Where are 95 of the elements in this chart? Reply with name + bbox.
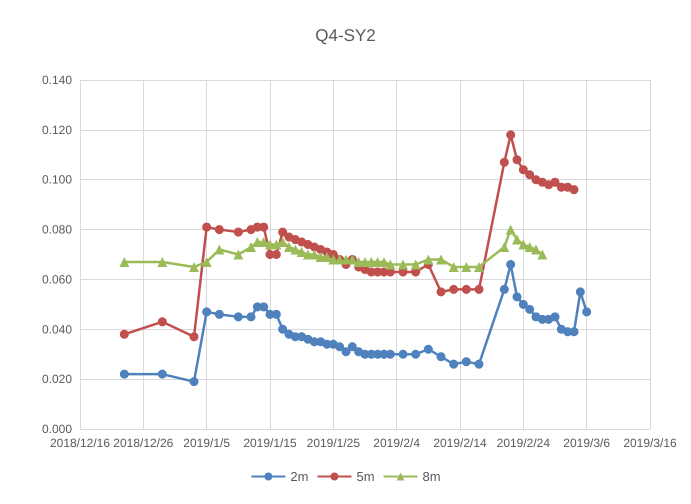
point bbox=[524, 242, 535, 252]
point bbox=[322, 252, 332, 262]
point bbox=[499, 242, 510, 252]
point bbox=[120, 370, 129, 379]
point bbox=[506, 260, 516, 269]
point bbox=[335, 342, 344, 352]
x-tick-label: 2019/3/16 bbox=[623, 436, 678, 450]
point bbox=[214, 225, 224, 234]
legend-label: 8m bbox=[422, 469, 441, 484]
point bbox=[500, 284, 509, 294]
point bbox=[512, 292, 522, 302]
point bbox=[278, 237, 288, 248]
point bbox=[461, 262, 472, 272]
point bbox=[348, 342, 357, 352]
point bbox=[233, 250, 244, 260]
point bbox=[550, 312, 560, 322]
point bbox=[119, 256, 130, 267]
y-tick-label: 0.080 bbox=[42, 222, 72, 237]
point bbox=[190, 332, 198, 342]
point bbox=[462, 357, 471, 366]
point bbox=[398, 350, 408, 359]
chart-title: Q4-SY2 bbox=[315, 26, 376, 45]
point bbox=[570, 327, 578, 336]
point bbox=[576, 287, 585, 296]
x-tick-label: 2018/12/26 bbox=[113, 436, 174, 450]
point bbox=[436, 352, 446, 362]
point bbox=[512, 155, 522, 164]
y-tick-label: 0.060 bbox=[42, 272, 72, 286]
legend-label: 5m bbox=[356, 469, 375, 484]
point bbox=[158, 370, 167, 379]
legend-label: 2m bbox=[290, 469, 308, 484]
point bbox=[246, 242, 256, 252]
point bbox=[537, 250, 548, 260]
point bbox=[234, 312, 243, 322]
x-tick-label: 2019/3/6 bbox=[563, 436, 610, 450]
point bbox=[506, 130, 516, 140]
point bbox=[202, 307, 212, 316]
point bbox=[512, 234, 522, 245]
point bbox=[385, 259, 396, 270]
point bbox=[474, 360, 484, 369]
point bbox=[500, 158, 509, 167]
point bbox=[570, 185, 578, 194]
point bbox=[202, 256, 212, 267]
point bbox=[214, 244, 224, 255]
point bbox=[518, 300, 528, 309]
point bbox=[278, 324, 288, 334]
point bbox=[278, 228, 288, 237]
point bbox=[449, 360, 458, 369]
point bbox=[202, 222, 212, 232]
point bbox=[342, 347, 350, 356]
point bbox=[436, 254, 446, 264]
y-tick-label: 0.120 bbox=[42, 122, 72, 137]
point bbox=[550, 178, 560, 187]
point bbox=[474, 284, 484, 294]
point bbox=[410, 259, 421, 270]
point bbox=[525, 170, 534, 180]
point bbox=[246, 312, 256, 322]
y-tick-label: 0.000 bbox=[42, 422, 72, 436]
point bbox=[284, 242, 294, 252]
x-tick-label: 2019/2/4 bbox=[373, 436, 420, 450]
point bbox=[474, 262, 484, 272]
point bbox=[462, 284, 471, 294]
x-tick-label: 2019/1/5 bbox=[183, 436, 230, 450]
x-tick-label: 2019/2/14 bbox=[433, 436, 488, 450]
point bbox=[234, 228, 243, 237]
point bbox=[411, 350, 420, 359]
point bbox=[531, 244, 541, 255]
point bbox=[398, 259, 408, 270]
x-tick-label: 2019/2/24 bbox=[496, 436, 550, 450]
point bbox=[158, 317, 167, 326]
point bbox=[157, 256, 168, 267]
y-tick-label: 0.040 bbox=[42, 322, 72, 336]
point bbox=[506, 224, 516, 235]
point bbox=[296, 247, 307, 258]
point bbox=[424, 344, 433, 354]
point bbox=[290, 244, 300, 255]
point bbox=[423, 254, 434, 264]
point bbox=[582, 307, 592, 316]
point bbox=[120, 330, 129, 339]
point bbox=[436, 287, 446, 296]
point bbox=[190, 377, 198, 386]
x-tick-label: 2019/1/25 bbox=[306, 436, 360, 450]
point bbox=[214, 310, 224, 319]
y-tick-label: 0.020 bbox=[42, 372, 72, 386]
point bbox=[448, 262, 459, 272]
x-tick-label: 2019/1/15 bbox=[243, 436, 298, 450]
y-tick-label: 0.100 bbox=[42, 172, 72, 187]
point bbox=[189, 262, 199, 272]
point bbox=[379, 256, 389, 267]
point bbox=[525, 304, 534, 314]
x-tick-label: 2018/12/16 bbox=[50, 436, 110, 450]
point bbox=[449, 284, 458, 294]
point bbox=[518, 165, 528, 174]
point bbox=[518, 240, 528, 250]
y-tick-label: 0.140 bbox=[42, 73, 72, 87]
